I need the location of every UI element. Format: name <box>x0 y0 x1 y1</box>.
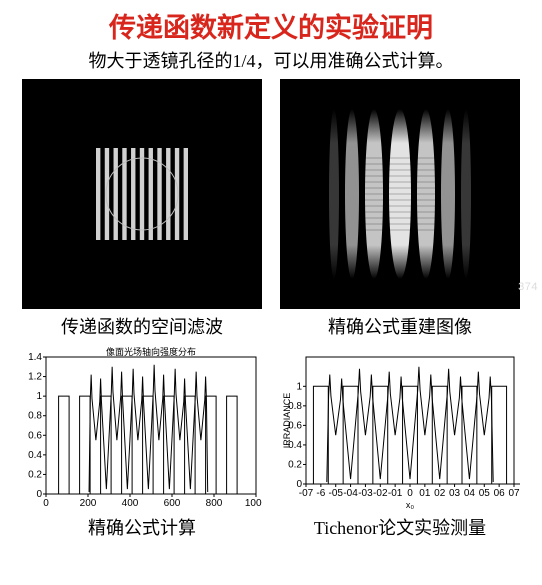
svg-text:0: 0 <box>407 488 413 499</box>
svg-text:0.8: 0.8 <box>28 411 42 422</box>
caption-bottom-right: Tichenor论文实验测量 <box>314 514 486 540</box>
svg-text:03: 03 <box>449 488 461 499</box>
caption-bottom-left: 精确公式计算 <box>88 514 196 540</box>
svg-text:-01: -01 <box>388 488 403 499</box>
svg-text:06: 06 <box>494 488 506 499</box>
image-spatial-filter <box>22 79 262 309</box>
svg-text:1.4: 1.4 <box>28 352 42 363</box>
svg-text:1000: 1000 <box>245 498 262 509</box>
svg-text:1: 1 <box>36 391 42 402</box>
svg-text:-6: -6 <box>316 488 325 499</box>
page-subtitle: 物大于透镜孔径的1/4，可以用准确公式计算。 <box>0 47 542 79</box>
svg-text:0.4: 0.4 <box>28 450 42 461</box>
chart-calc-svg: 0 0.2 0.4 0.6 0.8 1 1.2 1.4 0 200 400 600 800 1000 像面光… <box>22 345 262 510</box>
diffraction-svg <box>280 79 520 309</box>
svg-text:IRRADIANCE: IRRADIANCE <box>282 393 292 449</box>
svg-text:800: 800 <box>206 498 223 509</box>
svg-text:1: 1 <box>296 381 302 392</box>
svg-text:02: 02 <box>434 488 446 499</box>
page-title: 传递函数新定义的实验证明 <box>0 0 542 47</box>
svg-text:-05: -05 <box>328 488 343 499</box>
panel-grid: 传递函数的空间滤波 精确公式重建图像 00.20.40.60.811.21.40… <box>0 79 542 540</box>
svg-text:0: 0 <box>43 498 49 509</box>
svg-text:像面光场轴向强度分布: 像面光场轴向强度分布 <box>106 346 196 357</box>
svg-text:04: 04 <box>464 488 476 499</box>
panel-bottom-right: 00.20.40.60.81-07-6-05-04-03-02-01001020… <box>276 345 524 540</box>
caption-top-right: 精确公式重建图像 <box>328 313 472 339</box>
svg-text:0.2: 0.2 <box>288 459 302 470</box>
svg-text:x₀: x₀ <box>406 500 415 510</box>
svg-text:600: 600 <box>164 498 181 509</box>
chart-measured-svg: 00.20.40.60.81-07-6-05-04-03-02-01001020… <box>280 345 520 510</box>
svg-text:05: 05 <box>479 488 491 499</box>
svg-text:-04: -04 <box>343 488 358 499</box>
chart-calc: 0 0.2 0.4 0.6 0.8 1 1.2 1.4 0 200 400 600 800 1000 像面光… <box>22 345 262 510</box>
svg-text:0.6: 0.6 <box>28 430 42 441</box>
svg-text:01: 01 <box>419 488 431 499</box>
svg-text:1.2: 1.2 <box>28 372 42 383</box>
grating-svg <box>96 148 188 240</box>
svg-text:400: 400 <box>122 498 139 509</box>
svg-text:-07: -07 <box>299 488 314 499</box>
watermark-text: 374 <box>518 281 538 293</box>
svg-text:07: 07 <box>508 488 520 499</box>
svg-text:200: 200 <box>80 498 97 509</box>
svg-text:-02: -02 <box>373 488 388 499</box>
image-reconstruction <box>280 79 520 309</box>
svg-text:-03: -03 <box>358 488 373 499</box>
svg-text:0.2: 0.2 <box>28 469 42 480</box>
chart-measured: 00.20.40.60.81-07-6-05-04-03-02-01001020… <box>280 345 520 510</box>
svg-text:0: 0 <box>36 489 42 500</box>
caption-top-left: 传递函数的空间滤波 <box>61 313 223 339</box>
panel-bottom-left: 0 0.2 0.4 0.6 0.8 1 1.2 1.4 0 200 400 600 800 1000 像面光… <box>18 345 266 540</box>
panel-top-left: 传递函数的空间滤波 <box>18 79 266 339</box>
panel-top-right: 精确公式重建图像 <box>276 79 524 339</box>
